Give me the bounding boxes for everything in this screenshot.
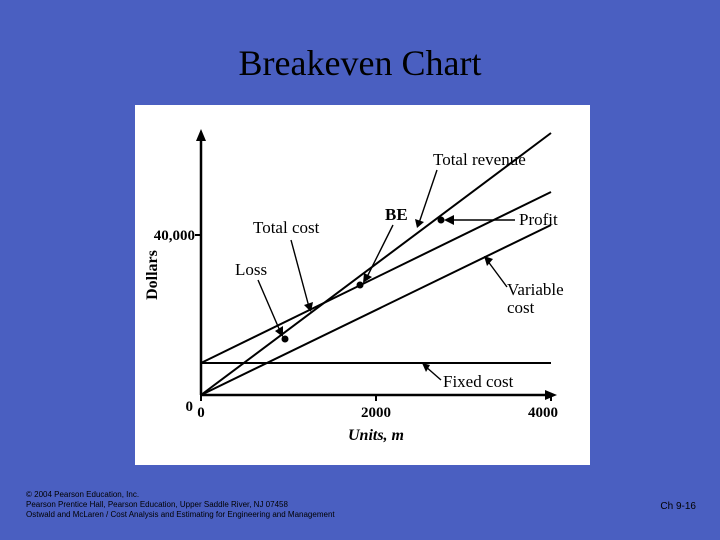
variable-cost-pointer: [487, 260, 507, 287]
be-point: [357, 282, 364, 289]
total-revenue-label: Total revenue: [433, 150, 526, 169]
slide-title: Breakeven Chart: [0, 42, 720, 84]
breakeven-chart: Dollars 40,000 0 0 2000 4000: [135, 105, 590, 465]
be-pointer: [367, 225, 393, 277]
profit-label: Profit: [519, 210, 558, 229]
x-tick-2000: 2000: [361, 405, 391, 421]
total-cost-pointer: [291, 240, 309, 307]
x-tick-4000: 4000: [528, 405, 558, 421]
variable-cost-label-2: cost: [507, 298, 535, 317]
loss-pointer: [258, 280, 280, 331]
variable-cost-line: [201, 225, 551, 395]
footer-line-1: © 2004 Pearson Education, Inc.: [26, 490, 566, 500]
footer-line-3: Ostwald and McLaren / Cost Analysis and …: [26, 510, 566, 520]
total-revenue-pointer: [419, 170, 437, 223]
x-axis-label: Units, m: [348, 427, 404, 444]
profit-point: [438, 217, 445, 224]
variable-cost-label-1: Variable: [507, 280, 564, 299]
slide: Breakeven Chart Dollars 40,000 0 0: [0, 0, 720, 540]
loss-label: Loss: [235, 260, 267, 279]
total-cost-label: Total cost: [253, 218, 320, 237]
origin-label: 0: [186, 399, 194, 415]
chart-svg: Dollars 40,000 0 0 2000 4000: [135, 105, 590, 465]
fixed-cost-label: Fixed cost: [443, 372, 514, 391]
x-tick-0: 0: [197, 405, 205, 421]
page-number: Ch 9-16: [660, 501, 696, 512]
y-tick-40000: 40,000: [154, 228, 195, 244]
y-axis-label: Dollars: [144, 250, 161, 300]
footer-line-2: Pearson Prentice Hall, Pearson Education…: [26, 500, 566, 510]
be-label: BE: [385, 205, 408, 224]
footer: © 2004 Pearson Education, Inc. Pearson P…: [26, 490, 566, 520]
